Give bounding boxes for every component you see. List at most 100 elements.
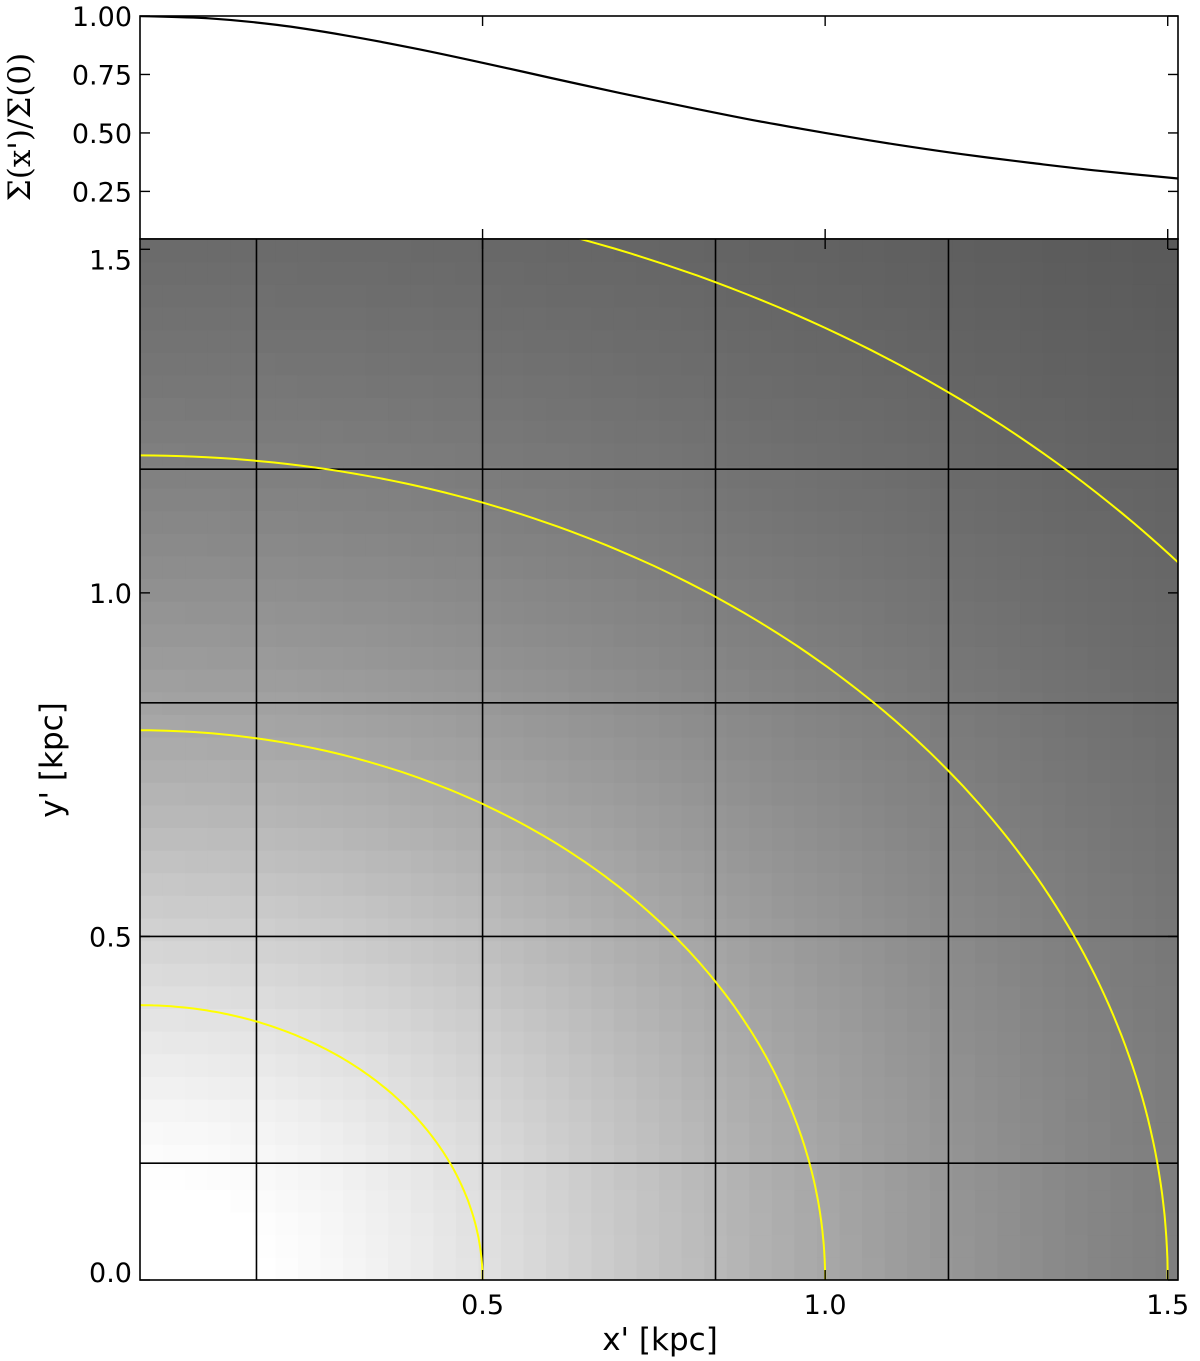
heatmap-cell: [1020, 1257, 1044, 1280]
heatmap-cell: [275, 601, 299, 625]
heatmap-cell: [230, 963, 254, 987]
heatmap-cell: [478, 1189, 502, 1213]
heatmap-cell: [636, 850, 660, 874]
heatmap-cell: [771, 374, 795, 399]
heatmap-cell: [591, 668, 615, 693]
heatmap-cell: [365, 759, 389, 783]
heatmap-cell: [974, 1212, 999, 1236]
heatmap-cell: [771, 239, 795, 263]
heatmap-cell: [591, 374, 615, 399]
heatmap-cell: [1132, 1144, 1157, 1168]
heatmap-cell: [816, 261, 841, 285]
heatmap-cell: [1110, 465, 1134, 489]
heatmap-cell: [478, 306, 502, 331]
heatmap-cell: [974, 804, 999, 828]
heatmap-cell: [1087, 397, 1111, 421]
heatmap-cell: [568, 329, 592, 353]
heatmap-cell: [207, 487, 231, 512]
heatmap-cell: [1020, 668, 1044, 693]
heatmap-cell: [523, 1166, 547, 1191]
heatmap-cell: [1155, 1144, 1178, 1168]
heatmap-cell: [1155, 872, 1178, 896]
heatmap-cell: [365, 555, 389, 580]
heatmap-cell: [546, 895, 570, 919]
heatmap-cell: [997, 668, 1021, 693]
heatmap-cell: [974, 1008, 999, 1032]
heatmap-cell: [185, 1257, 209, 1280]
heatmap-cell: [140, 284, 164, 308]
heatmap-cell: [1020, 1144, 1044, 1168]
heatmap-cell: [681, 963, 705, 987]
heatmap-cell: [1065, 623, 1089, 647]
heatmap-cell: [230, 1031, 254, 1055]
heatmap-cell: [297, 397, 322, 421]
heatmap-cell: [636, 487, 660, 512]
heatmap-cell: [1065, 374, 1089, 399]
heatmap-cell: [252, 601, 276, 625]
heatmap-cell: [636, 261, 660, 285]
heatmap-cell: [455, 420, 480, 444]
heatmap-cell: [455, 239, 480, 263]
heatmap-cell: [297, 668, 322, 693]
heatmap-cell: [839, 1234, 863, 1258]
heatmap-cell: [275, 850, 299, 874]
heatmap-cell: [275, 306, 299, 331]
heatmap-cell: [523, 1212, 547, 1236]
heatmap-cell: [884, 261, 908, 285]
heatmap-cell: [1155, 1053, 1178, 1077]
heatmap-cell: [546, 759, 570, 783]
heatmap-cell: [816, 872, 841, 896]
heatmap-cell: [1155, 963, 1178, 987]
heatmap-cell: [388, 1098, 412, 1123]
heatmap-cell: [162, 668, 186, 693]
heatmap-cell: [1042, 284, 1066, 308]
heatmap-cell: [771, 804, 795, 828]
heatmap-cell: [907, 420, 931, 444]
heatmap-cell: [365, 352, 389, 376]
heatmap-cell: [1155, 601, 1178, 625]
heatmap-cell: [929, 442, 953, 466]
heatmap-cell: [862, 850, 886, 874]
heatmap-cell: [501, 827, 525, 851]
heatmap-cell: [140, 736, 164, 761]
heatmap-cell: [478, 1212, 502, 1236]
heatmap-cell: [365, 420, 389, 444]
heatmap-cell: [388, 1076, 412, 1100]
heatmap-cell: [478, 487, 502, 512]
profile-y-ticks: 1.000.750.500.25: [72, 2, 1178, 208]
heatmap-cell: [771, 533, 795, 557]
heatmap-cell: [185, 668, 209, 693]
heatmap-cell: [659, 827, 683, 851]
heatmap-cell: [613, 782, 638, 806]
heatmap-cell: [252, 782, 276, 806]
heatmap-cell: [726, 1234, 750, 1258]
heatmap-cell: [1132, 465, 1157, 489]
heatmap-cell: [343, 1166, 367, 1191]
heatmap-cell: [455, 1144, 480, 1168]
heatmap-cell: [1110, 1031, 1134, 1055]
heatmap-cell: [771, 555, 795, 580]
heatmap-cell: [1020, 601, 1044, 625]
heatmap-cell: [771, 1031, 795, 1055]
heatmap-cell: [726, 1189, 750, 1213]
heatmap-cell: [162, 623, 186, 647]
heatmap-cell: [771, 714, 795, 738]
heatmap-cell: [952, 1166, 976, 1191]
heatmap-cell: [230, 646, 254, 670]
heatmap-cell: [659, 306, 683, 331]
heatmap-cell: [433, 1166, 457, 1191]
heatmap-cell: [410, 533, 434, 557]
heatmap-cell: [207, 782, 231, 806]
heatmap-cell: [230, 1234, 254, 1258]
heatmap-cell: [230, 284, 254, 308]
heatmap-cell: [613, 646, 638, 670]
heatmap-cell: [433, 1053, 457, 1077]
heatmap-cell: [929, 872, 953, 896]
heatmap-cell: [207, 1098, 231, 1123]
heatmap-cell: [636, 1166, 660, 1191]
heatmap-cell: [140, 895, 164, 919]
heatmap-cell: [884, 510, 908, 534]
heatmap-cell: [320, 1076, 344, 1100]
heatmap-cell: [320, 872, 344, 896]
heatmap-cell: [343, 963, 367, 987]
